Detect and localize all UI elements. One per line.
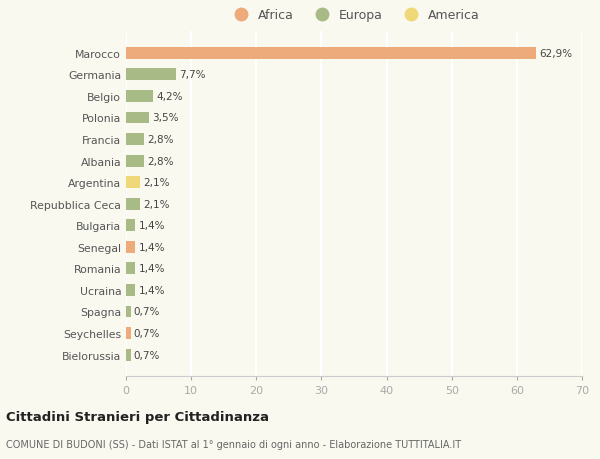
- Bar: [126, 241, 135, 253]
- Text: 1,4%: 1,4%: [139, 221, 165, 231]
- Text: 7,7%: 7,7%: [179, 70, 206, 80]
- Bar: [126, 69, 176, 81]
- Text: 2,1%: 2,1%: [143, 178, 169, 188]
- Text: 1,4%: 1,4%: [139, 285, 165, 295]
- Bar: [126, 155, 144, 167]
- Bar: [126, 285, 135, 296]
- Text: 2,1%: 2,1%: [143, 199, 169, 209]
- Text: Cittadini Stranieri per Cittadinanza: Cittadini Stranieri per Cittadinanza: [6, 410, 269, 423]
- Text: 1,4%: 1,4%: [139, 264, 165, 274]
- Bar: [126, 134, 144, 146]
- Bar: [126, 220, 135, 232]
- Text: 4,2%: 4,2%: [157, 92, 183, 102]
- Text: 1,4%: 1,4%: [139, 242, 165, 252]
- Text: 0,7%: 0,7%: [134, 328, 160, 338]
- Text: COMUNE DI BUDONI (SS) - Dati ISTAT al 1° gennaio di ogni anno - Elaborazione TUT: COMUNE DI BUDONI (SS) - Dati ISTAT al 1°…: [6, 440, 461, 449]
- Bar: [126, 198, 140, 210]
- Bar: [126, 177, 140, 189]
- Text: 2,8%: 2,8%: [148, 135, 174, 145]
- Bar: [126, 263, 135, 274]
- Bar: [126, 327, 131, 339]
- Text: 62,9%: 62,9%: [539, 49, 572, 59]
- Bar: [126, 112, 149, 124]
- Bar: [126, 48, 536, 60]
- Bar: [126, 349, 131, 361]
- Text: 2,8%: 2,8%: [148, 156, 174, 166]
- Text: 0,7%: 0,7%: [134, 307, 160, 317]
- Text: 0,7%: 0,7%: [134, 350, 160, 360]
- Text: 3,5%: 3,5%: [152, 113, 179, 123]
- Bar: [126, 306, 131, 318]
- Bar: [126, 91, 154, 103]
- Legend: Africa, Europa, America: Africa, Europa, America: [223, 4, 485, 27]
